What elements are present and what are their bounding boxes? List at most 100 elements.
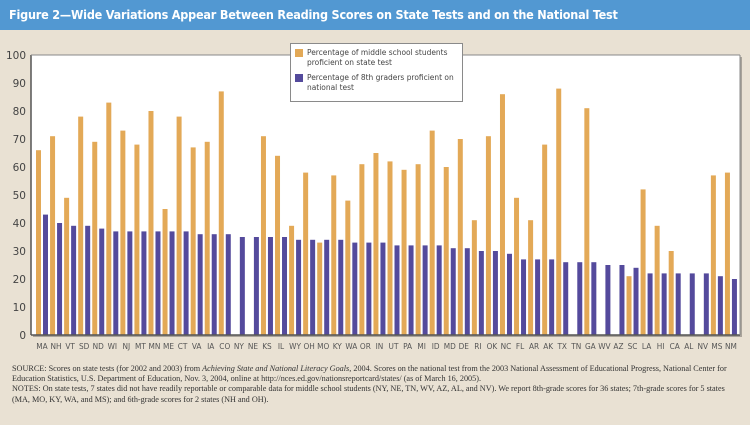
x-tick-label: UT <box>389 341 399 351</box>
legend-item-state-test: Percentage of middle school students pro… <box>295 47 457 67</box>
bar-national-test <box>506 253 512 335</box>
bar-national-test <box>436 245 442 335</box>
x-tick-label: IL <box>278 341 285 351</box>
bar-national-test <box>239 237 245 335</box>
notes: NOTES: On state tests, 7 states did not … <box>12 384 725 404</box>
x-tick-label: ME <box>163 341 174 351</box>
x-tick-label: LA <box>642 341 651 351</box>
source-note: SOURCE: Scores on state tests (for 2002 … <box>12 364 742 384</box>
x-tick-label: VT <box>65 341 75 351</box>
bar-state-test <box>303 172 309 335</box>
bar-national-test <box>605 265 611 335</box>
bar-national-test <box>478 251 484 335</box>
y-tick-label: 60 <box>13 162 26 174</box>
x-tick-label: FL <box>516 341 525 351</box>
x-tick-label: HI <box>657 341 665 351</box>
bar-state-test <box>148 111 154 335</box>
x-tick-label: WV <box>598 341 610 351</box>
x-tick-label: AR <box>529 341 539 351</box>
x-tick-label: MI <box>417 341 426 351</box>
bar-national-test <box>197 234 203 335</box>
x-tick-label: WA <box>345 341 357 351</box>
x-tick-label: MT <box>135 341 146 351</box>
legend-item-national-test: Percentage of 8th graders proficient on … <box>295 72 457 92</box>
x-tick-label: OH <box>303 341 314 351</box>
bar-national-test <box>43 214 48 335</box>
bar-state-test <box>626 276 632 335</box>
bar-state-test <box>640 189 646 335</box>
bar-state-test <box>724 172 730 335</box>
bar-state-test <box>317 242 323 335</box>
x-tick-label: CO <box>219 341 230 351</box>
x-tick-label: MO <box>317 341 329 351</box>
x-tick-label: MN <box>149 341 161 351</box>
bar-national-test <box>394 245 400 335</box>
bar-state-test <box>373 153 379 335</box>
bar-national-test <box>352 242 358 335</box>
x-tick-label: SC <box>628 341 638 351</box>
bar-national-test <box>422 245 428 335</box>
x-tick-label: OK <box>487 341 498 351</box>
bar-state-test <box>260 136 266 335</box>
bar-national-test <box>563 262 569 335</box>
bar-national-test <box>57 223 63 335</box>
y-tick-label: 30 <box>13 246 26 258</box>
bar-national-test <box>661 273 667 335</box>
x-tick-label: RI <box>474 341 481 351</box>
bar-national-test <box>113 231 119 335</box>
y-tick-label: 100 <box>6 50 26 62</box>
bar-national-test <box>675 273 681 335</box>
x-tick-label: AZ <box>613 341 623 351</box>
bar-state-test <box>106 102 112 335</box>
x-tick-label: KS <box>262 341 272 351</box>
bar-state-test <box>443 167 449 335</box>
bar-national-test <box>85 225 91 335</box>
bar-state-test <box>120 130 126 335</box>
bar-state-test <box>134 144 140 335</box>
bar-state-test <box>50 136 56 335</box>
y-tick-label: 0 <box>19 330 26 342</box>
bar-national-test <box>169 231 175 335</box>
bar-national-test <box>211 234 217 335</box>
bar-state-test <box>204 141 210 335</box>
bar-national-test <box>464 248 470 335</box>
x-tick-label: CA <box>670 341 680 351</box>
x-tick-label: ND <box>93 341 105 351</box>
bar-state-test <box>471 220 477 335</box>
bar-national-test <box>717 276 723 335</box>
footnote: SOURCE: Scores on state tests (for 2002 … <box>12 364 742 405</box>
bar-state-test <box>176 116 182 335</box>
x-tick-label: NC <box>501 341 512 351</box>
y-tick-label: 20 <box>13 274 26 286</box>
x-tick-label: NY <box>234 341 245 351</box>
bar-national-test <box>408 245 414 335</box>
bar-state-test <box>457 139 463 335</box>
bar-national-test <box>225 234 231 335</box>
bar-national-test <box>71 225 77 335</box>
x-tick-label: MS <box>711 341 722 351</box>
bar-national-test <box>577 262 583 335</box>
bar-state-test <box>542 144 548 335</box>
bar-national-test <box>141 231 147 335</box>
bar-state-test <box>64 197 70 335</box>
bar-national-test <box>549 259 555 335</box>
y-tick-label: 10 <box>13 302 26 314</box>
y-tick-label: 50 <box>13 190 26 202</box>
bar-state-test <box>359 164 365 335</box>
x-tick-label: NV <box>698 341 709 351</box>
x-tick-label: MD <box>444 341 456 351</box>
x-tick-label: OR <box>360 341 371 351</box>
bar-national-test <box>267 237 273 335</box>
y-tick-label: 70 <box>13 134 26 146</box>
bar-state-test <box>528 220 534 335</box>
bar-national-test <box>183 231 189 335</box>
bar-state-test <box>668 251 674 335</box>
bar-national-test <box>703 273 709 335</box>
x-tick-label: ID <box>432 341 440 351</box>
bar-state-test <box>710 175 716 335</box>
bar-national-test <box>689 273 695 335</box>
x-tick-label: NM <box>725 341 737 351</box>
x-tick-label: VA <box>192 341 202 351</box>
x-tick-label: NJ <box>123 341 131 351</box>
y-tick-label: 40 <box>13 218 26 230</box>
